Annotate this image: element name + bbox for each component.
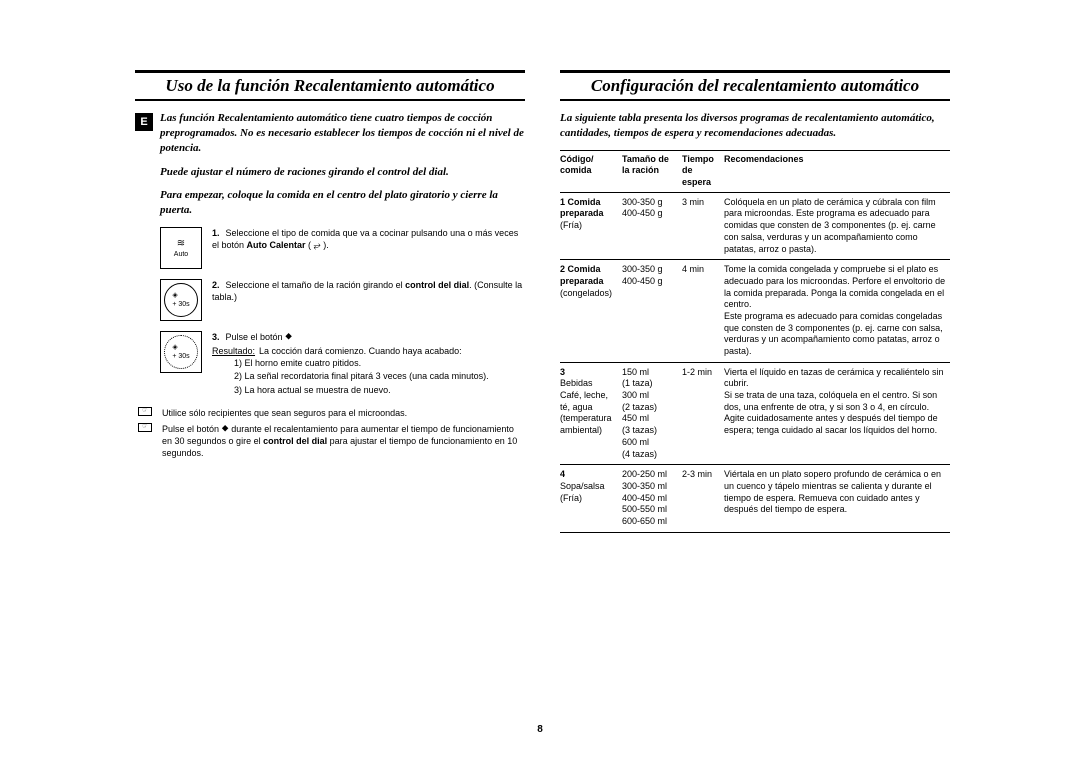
dial-icon: ◈+ 30s: [160, 279, 202, 321]
cell-code: 4 Sopa/salsa(Fría): [560, 465, 622, 532]
step3-sublist: 1) El horno emite cuatro pitidos. 2) La …: [234, 357, 525, 395]
cell-rec: Colóquela en un plato de cerámica y cúbr…: [724, 192, 950, 259]
right-intro: La siguiente tabla presenta los diversos…: [560, 111, 950, 141]
icon-auto-label: Auto: [174, 250, 188, 259]
right-title: Configuración del recalentamiento automá…: [560, 70, 950, 101]
cell-rec: Tome la comida congelada y compruebe si …: [724, 260, 950, 363]
auto-button-icon: ≋ Auto: [160, 227, 202, 269]
cell-size: 150 ml(1 taza)300 ml(2 tazas)450 ml(3 ta…: [622, 362, 682, 465]
step3-result: La cocción dará comienzo. Cuando haya ac…: [259, 345, 462, 357]
reheat-table: Código/ comida Tamaño de la ración Tiemp…: [560, 150, 950, 533]
note-icon: ☞: [138, 423, 152, 432]
left-intro-3: Para empezar, coloque la comida en el ce…: [160, 188, 525, 218]
note-1: ☞ Utilice sólo recipientes que sean segu…: [138, 407, 525, 419]
start-circle-icon: ◈+ 30s: [164, 335, 198, 369]
left-column: Uso de la función Recalentamiento automá…: [135, 70, 525, 533]
left-title: Uso de la función Recalentamiento automá…: [135, 70, 525, 101]
step-3: ◈+ 30s 3.Pulse el botón ⯁ Resultado: La …: [160, 331, 525, 397]
step-1-text: 1.Seleccione el tipo de comida que va a …: [212, 227, 525, 269]
cell-rec: Vierta el líquido en tazas de cerámica y…: [724, 362, 950, 465]
left-intro-1: Las función Recalentamiento automático t…: [160, 111, 525, 156]
cell-time: 2-3 min: [682, 465, 724, 532]
dial-circle-icon: ◈+ 30s: [164, 283, 198, 317]
step-2-text: 2.Seleccione el tamaño de la ración gira…: [212, 279, 525, 321]
table-row: 2 Comida preparada(congelados)300-350 g4…: [560, 260, 950, 363]
page-number: 8: [0, 724, 1080, 735]
table-header-row: Código/ comida Tamaño de la ración Tiemp…: [560, 150, 950, 192]
step3-item-1: 1) El horno emite cuatro pitidos.: [234, 357, 525, 369]
cell-time: 1-2 min: [682, 362, 724, 465]
cell-size: 200-250 ml300-350 ml400-450 ml500-550 ml…: [622, 465, 682, 532]
cell-code: 2 Comida preparada(congelados): [560, 260, 622, 363]
th-time: Tiempo de espera: [682, 150, 724, 192]
table-row: 4 Sopa/salsa(Fría)200-250 ml300-350 ml40…: [560, 465, 950, 532]
cell-code: 1 Comida preparada(Fría): [560, 192, 622, 259]
step-1: ≋ Auto 1.Seleccione el tipo de comida qu…: [160, 227, 525, 269]
step-3-text: 3.Pulse el botón ⯁ Resultado: La cocción…: [212, 331, 525, 397]
th-code: Código/ comida: [560, 150, 622, 192]
note-2-text: Pulse el botón ⯁ durante el recalentamie…: [162, 423, 525, 459]
right-column: Configuración del recalentamiento automá…: [560, 70, 950, 533]
cell-rec: Viértala en un plato sopero profundo de …: [724, 465, 950, 532]
step-2-num: 2.: [212, 280, 220, 290]
step-1-num: 1.: [212, 228, 220, 238]
page: Uso de la función Recalentamiento automá…: [0, 0, 1080, 563]
language-badge: E: [135, 113, 153, 131]
cell-size: 300-350 g400-450 g: [622, 192, 682, 259]
step3-result-label: Resultado:: [212, 345, 255, 357]
step-3-num: 3.: [212, 332, 220, 342]
step3-item-3: 3) La hora actual se muestra de nuevo.: [234, 384, 525, 396]
step3-item-2: 2) La señal recordatoria final pitará 3 …: [234, 370, 525, 382]
note-icon: ☞: [138, 407, 152, 416]
left-body: Las función Recalentamiento automático t…: [135, 111, 525, 459]
left-intro-2: Puede ajustar el número de raciones gira…: [160, 165, 525, 180]
step-2: ◈+ 30s 2.Seleccione el tamaño de la raci…: [160, 279, 525, 321]
start-icon: ◈+ 30s: [160, 331, 202, 373]
cell-size: 300-350 g400-450 g: [622, 260, 682, 363]
table-row: 1 Comida preparada(Fría)300-350 g400-450…: [560, 192, 950, 259]
note-1-text: Utilice sólo recipientes que sean seguro…: [162, 407, 407, 419]
cell-time: 4 min: [682, 260, 724, 363]
th-rec: Recomendaciones: [724, 150, 950, 192]
cell-code: 3 BebidasCafé, leche, té, agua (temperat…: [560, 362, 622, 465]
th-size: Tamaño de la ración: [622, 150, 682, 192]
cell-time: 3 min: [682, 192, 724, 259]
note-2: ☞ Pulse el botón ⯁ durante el recalentam…: [138, 423, 525, 459]
table-row: 3 BebidasCafé, leche, té, agua (temperat…: [560, 362, 950, 465]
